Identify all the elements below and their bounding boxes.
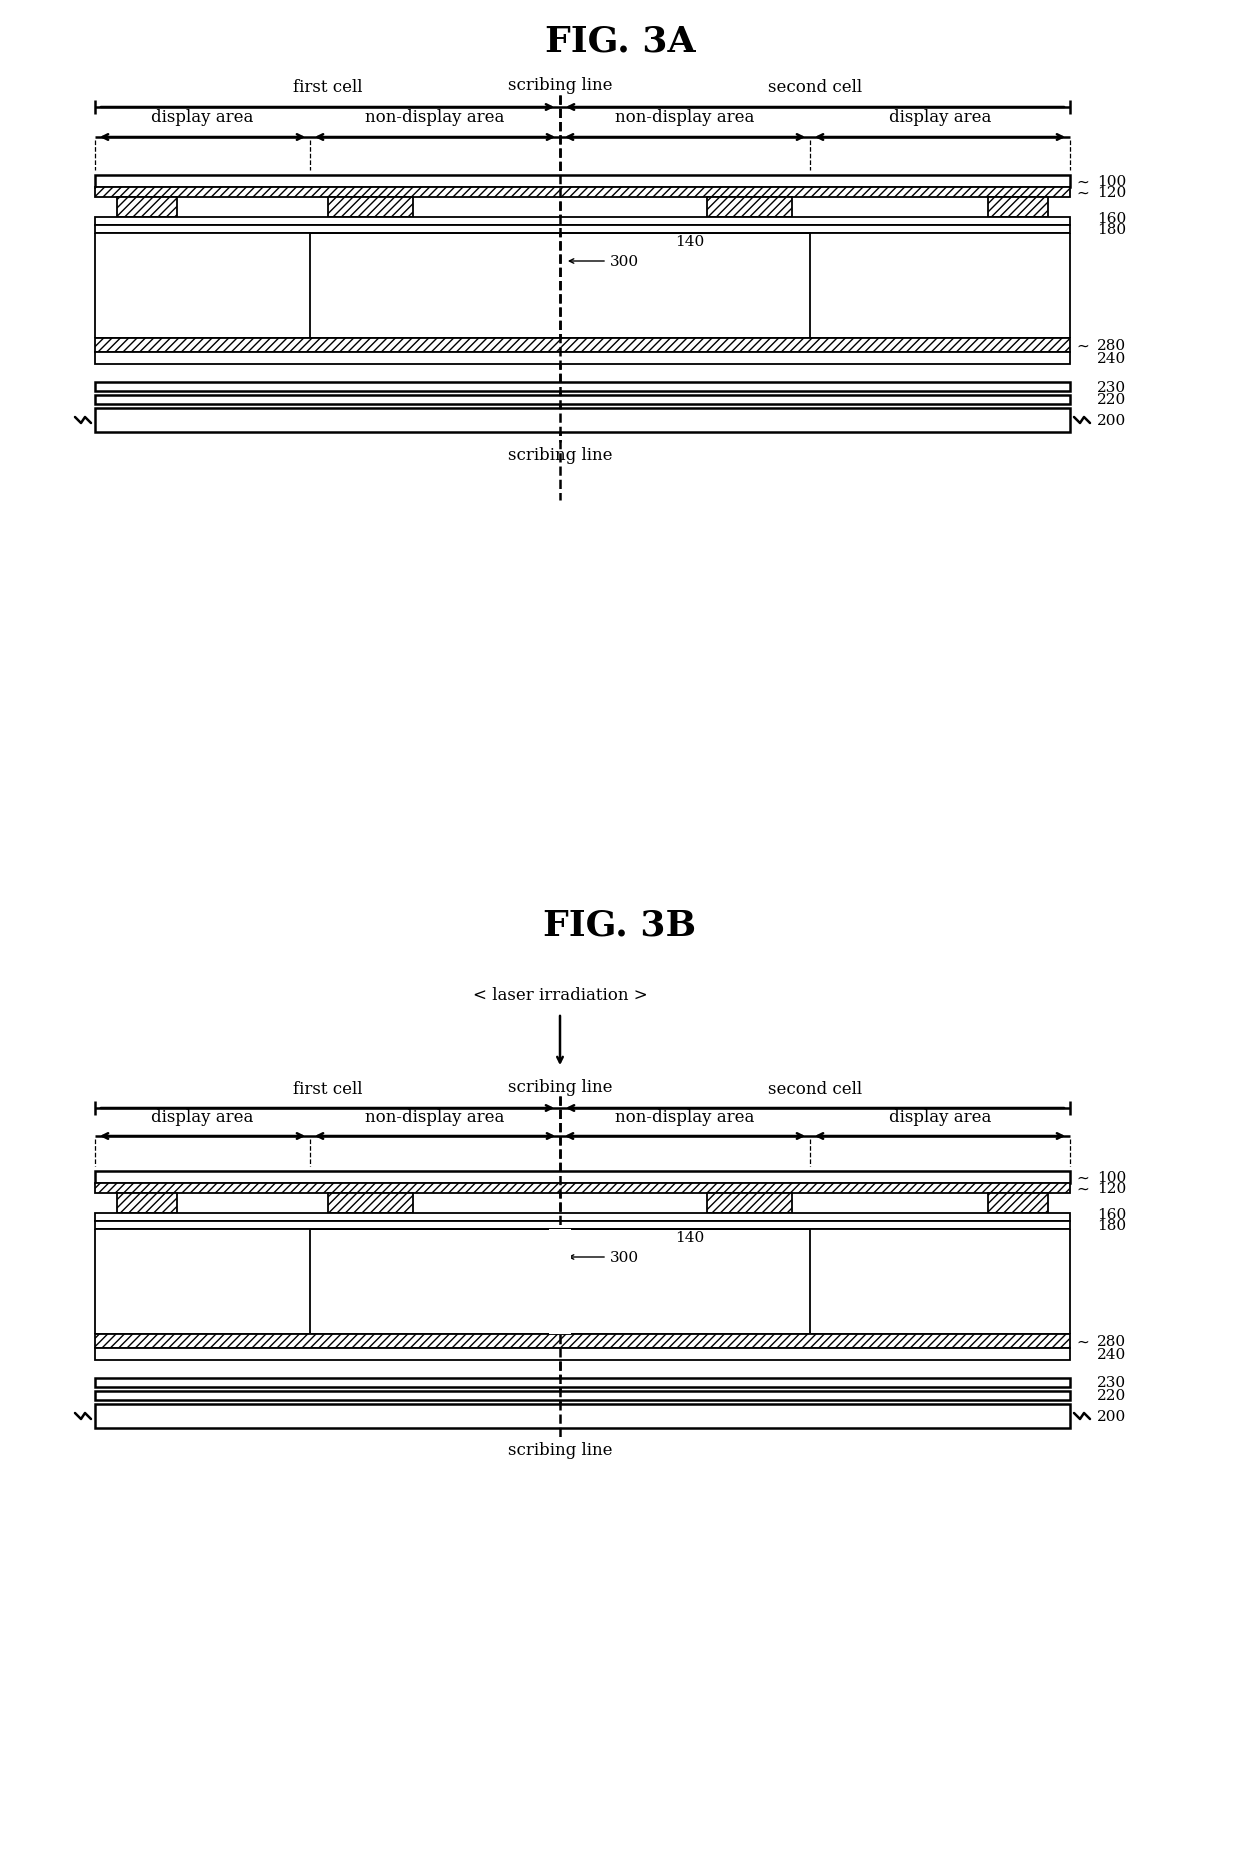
Bar — [95, 234, 1070, 339]
Bar — [95, 176, 1070, 187]
Text: ~: ~ — [1076, 1334, 1090, 1349]
Bar — [117, 1193, 177, 1213]
Text: 100: 100 — [1097, 1171, 1126, 1183]
Text: scribing line: scribing line — [507, 1441, 613, 1458]
Text: 140: 140 — [675, 236, 704, 249]
Text: ~: ~ — [1076, 1182, 1090, 1196]
Bar — [329, 1193, 413, 1213]
Text: 280: 280 — [1097, 1334, 1126, 1349]
Bar — [95, 187, 1070, 198]
Text: ~: ~ — [1076, 1171, 1090, 1185]
Bar — [95, 408, 1070, 432]
Text: ~: ~ — [1076, 338, 1090, 352]
Text: 180: 180 — [1097, 1219, 1126, 1232]
Text: 100: 100 — [1097, 174, 1126, 189]
Text: < laser irradiation >: < laser irradiation > — [472, 987, 647, 1004]
Text: FIG. 3A: FIG. 3A — [544, 24, 696, 58]
Bar — [810, 234, 1070, 339]
Text: first cell: first cell — [293, 1080, 362, 1096]
Text: 180: 180 — [1097, 223, 1126, 237]
Bar — [95, 1183, 1070, 1193]
Bar — [95, 1334, 1070, 1349]
Bar — [95, 234, 310, 339]
Bar — [549, 1230, 570, 1334]
Bar — [988, 1193, 1048, 1213]
Text: second cell: second cell — [768, 1080, 862, 1096]
Bar — [988, 198, 1048, 217]
Text: 300: 300 — [610, 1250, 639, 1265]
Text: display area: display area — [889, 1107, 991, 1124]
Bar — [95, 395, 1070, 404]
Text: 240: 240 — [1097, 352, 1126, 365]
Bar — [95, 1349, 1070, 1360]
Text: display area: display area — [151, 1107, 254, 1124]
Bar — [95, 226, 1070, 234]
Text: ~: ~ — [1076, 174, 1090, 189]
Text: 200: 200 — [1097, 414, 1126, 429]
Text: scribing line: scribing line — [507, 78, 613, 95]
Bar — [329, 198, 413, 217]
Bar — [810, 1230, 1070, 1334]
Bar — [95, 1171, 1070, 1183]
Bar — [95, 1391, 1070, 1401]
Bar — [707, 1193, 792, 1213]
Bar — [95, 1378, 1070, 1388]
Text: 120: 120 — [1097, 1182, 1126, 1195]
Text: ~: ~ — [1076, 186, 1090, 200]
Text: 160: 160 — [1097, 211, 1126, 226]
Text: first cell: first cell — [293, 80, 362, 96]
Text: non-display area: non-display area — [615, 109, 755, 126]
Text: 300: 300 — [610, 254, 639, 269]
Bar — [95, 1230, 310, 1334]
Text: 280: 280 — [1097, 339, 1126, 352]
Text: non-display area: non-display area — [366, 109, 505, 126]
Bar — [707, 198, 792, 217]
Text: 220: 220 — [1097, 1389, 1126, 1402]
Text: 230: 230 — [1097, 380, 1126, 395]
Bar — [95, 339, 1070, 352]
Bar — [95, 382, 1070, 391]
Text: FIG. 3B: FIG. 3B — [543, 909, 697, 942]
Text: 230: 230 — [1097, 1376, 1126, 1389]
Text: scribing line: scribing line — [507, 447, 613, 464]
Text: second cell: second cell — [768, 80, 862, 96]
Text: display area: display area — [151, 109, 254, 126]
Text: 200: 200 — [1097, 1410, 1126, 1423]
Text: scribing line: scribing line — [507, 1078, 613, 1094]
Text: 120: 120 — [1097, 186, 1126, 200]
Bar — [95, 352, 1070, 365]
Bar — [95, 1221, 1070, 1230]
Text: 240: 240 — [1097, 1347, 1126, 1362]
Text: non-display area: non-display area — [366, 1107, 505, 1124]
Bar — [95, 1213, 1070, 1221]
Bar — [117, 198, 177, 217]
Text: 220: 220 — [1097, 393, 1126, 408]
Bar — [95, 1230, 1070, 1334]
Text: non-display area: non-display area — [615, 1107, 755, 1124]
Text: 160: 160 — [1097, 1208, 1126, 1221]
Bar — [95, 1404, 1070, 1428]
Text: display area: display area — [889, 109, 991, 126]
Text: 140: 140 — [675, 1230, 704, 1245]
Bar — [95, 217, 1070, 226]
